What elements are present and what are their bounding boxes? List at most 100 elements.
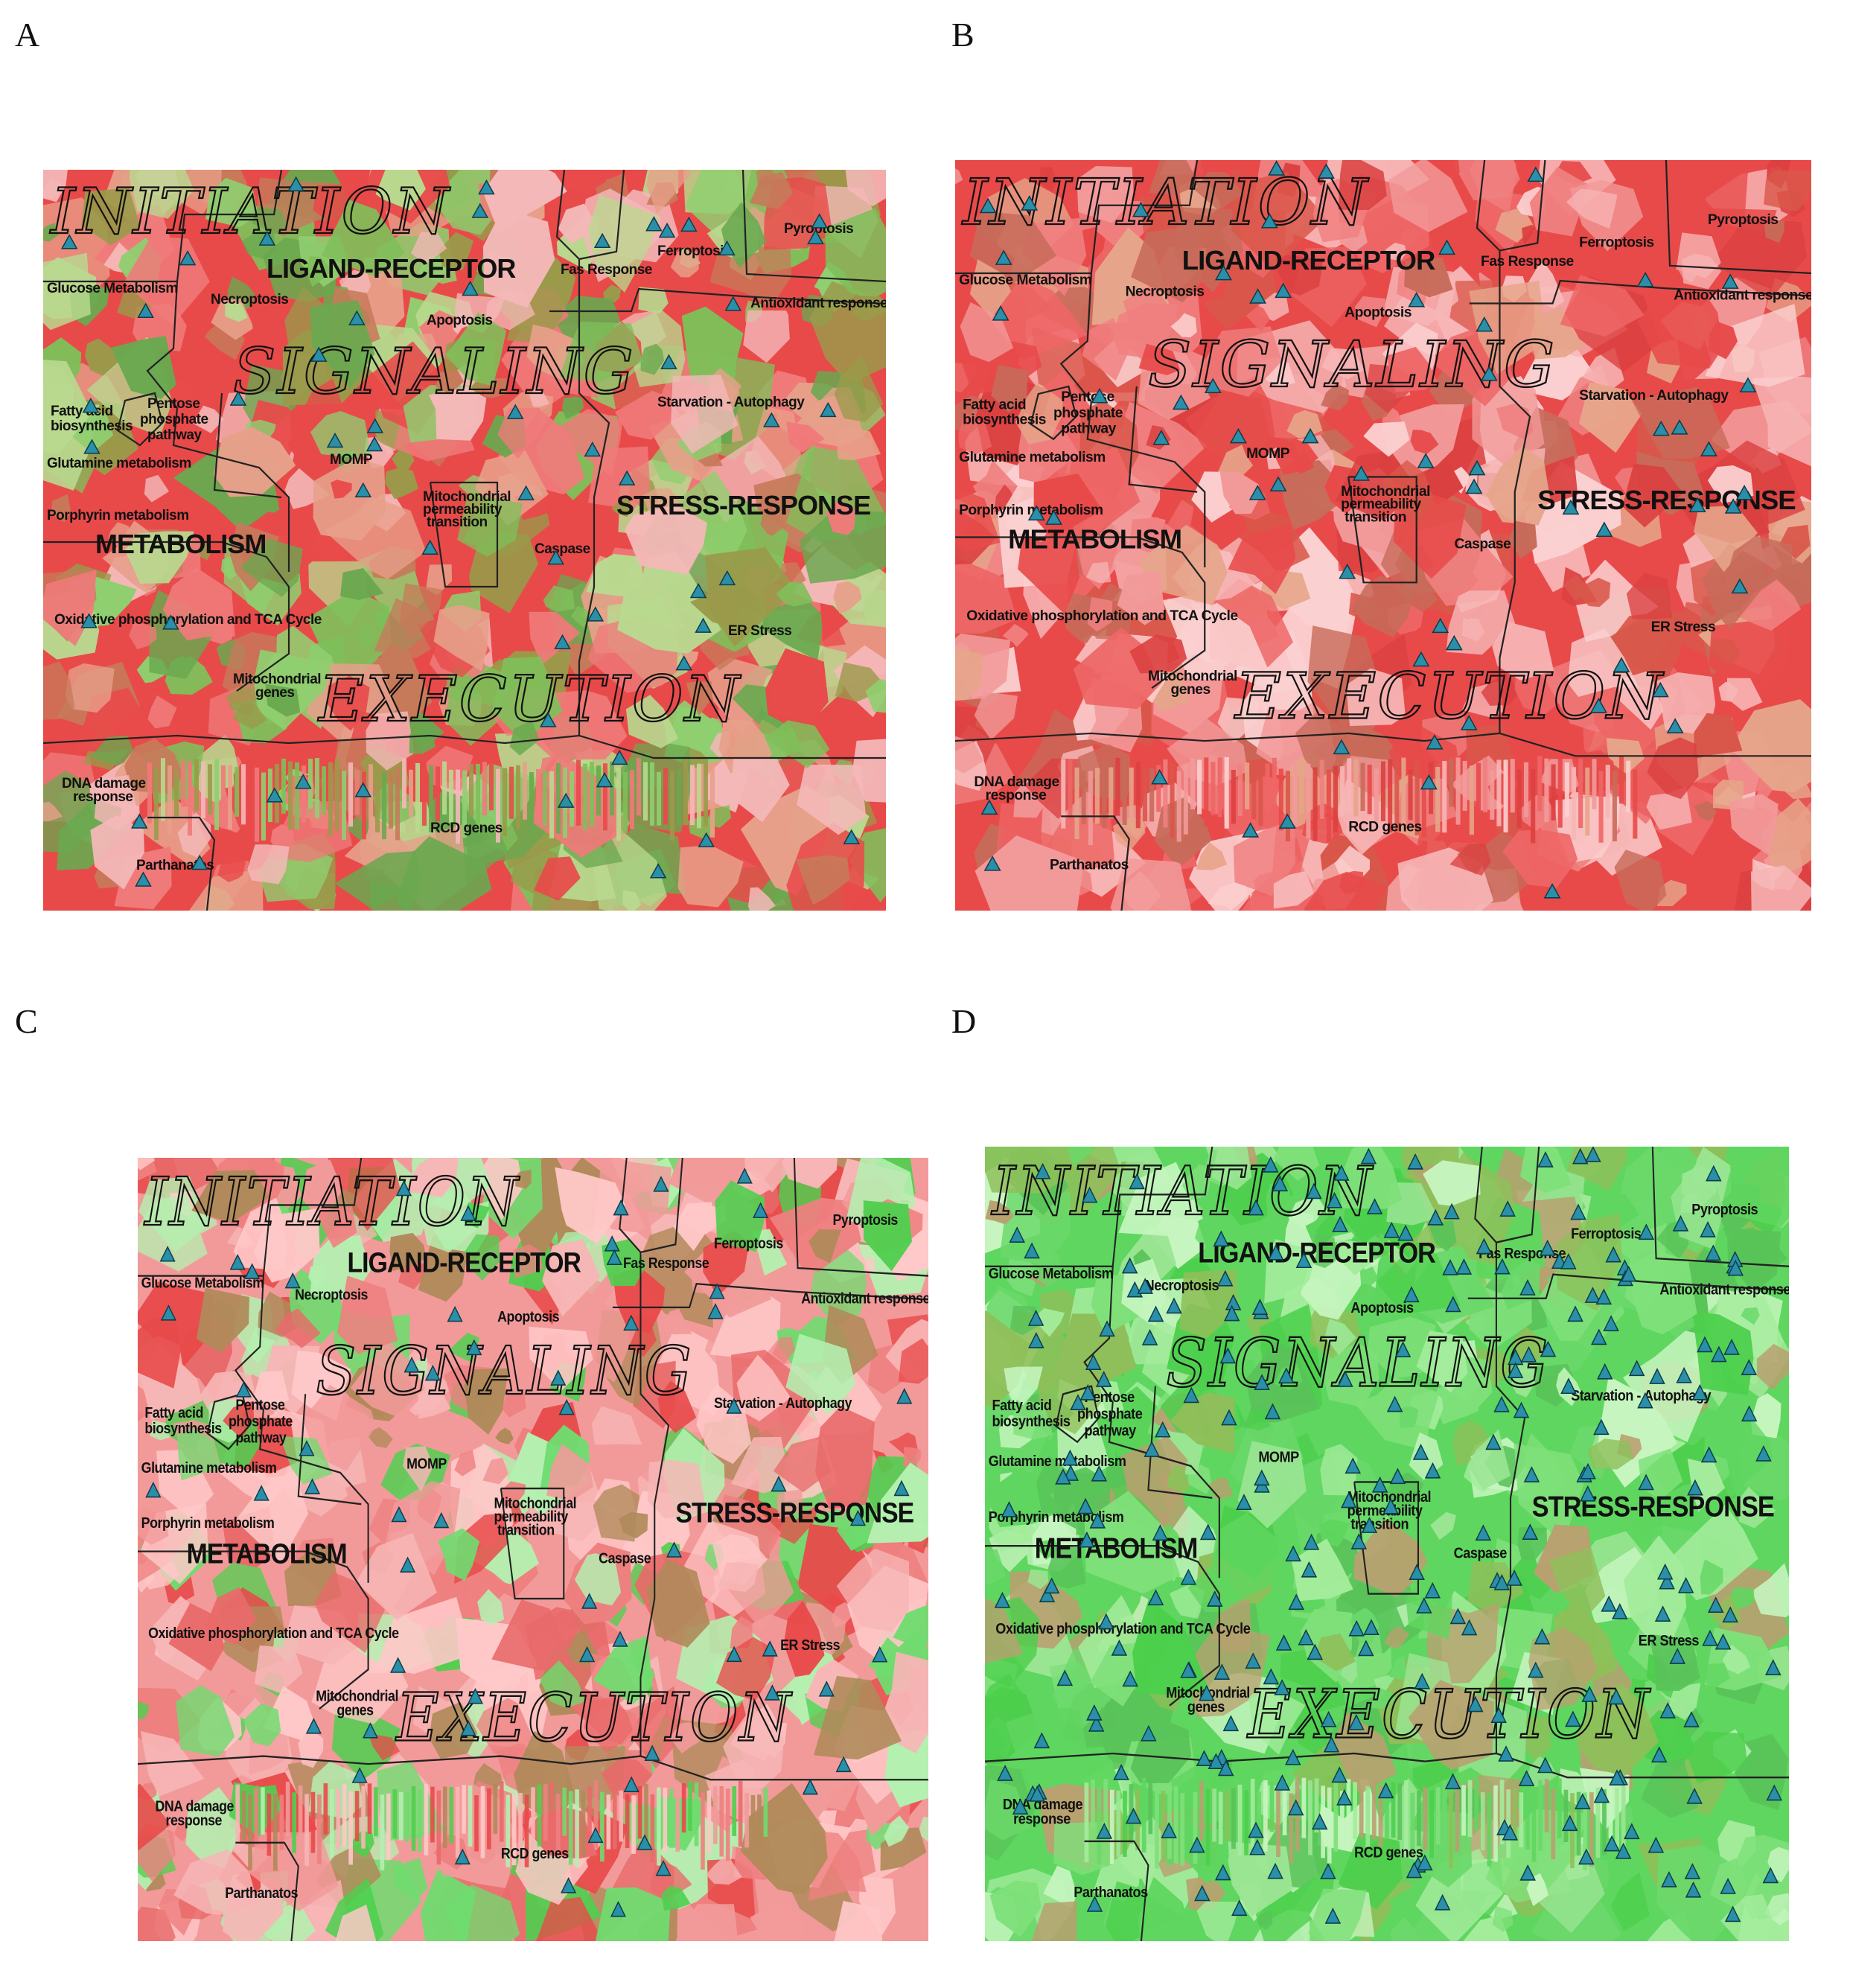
- gene-marker: [1091, 387, 1109, 404]
- gene-marker: [1268, 160, 1286, 176]
- gene-marker: [1268, 1243, 1284, 1261]
- pathway-label: genes: [1171, 682, 1211, 698]
- pathway-label: Oxidative phosphorylation and TCA Cycle: [54, 612, 322, 628]
- gene-marker: [680, 216, 698, 232]
- gene-marker: [1595, 521, 1613, 537]
- gene-marker: [1285, 1748, 1301, 1765]
- pathway-label: Fas Response: [561, 262, 652, 278]
- gene-marker: [80, 613, 98, 628]
- gene-marker: [447, 1305, 463, 1322]
- gene-marker: [1659, 1702, 1676, 1718]
- rcd-map-panel-d: INITIATION SIGNALING EXECUTION LIGAND-RECEP…: [985, 1147, 1789, 1941]
- gene-marker: [1595, 1288, 1613, 1305]
- region-label: STRESS-RESPONSE: [675, 1497, 913, 1529]
- map-overlay: INITIATIONSIGNALINGEXECUTIONLIGAND-RECEP…: [955, 160, 1811, 911]
- gene-marker: [1215, 264, 1232, 281]
- gene-marker: [1697, 1336, 1713, 1353]
- region-label: STRESS-RESPONSE: [1532, 1491, 1774, 1523]
- gene-marker: [1213, 1230, 1230, 1247]
- gene-marker: [1267, 1862, 1283, 1879]
- gene-marker: [613, 1199, 629, 1216]
- pathway-label: Fas Response: [1481, 254, 1575, 270]
- gene-marker: [145, 1481, 162, 1498]
- gene-marker: [1263, 1156, 1279, 1173]
- gene-marker: [1506, 1570, 1522, 1586]
- gene-marker: [1407, 1153, 1423, 1170]
- gene-marker: [718, 240, 736, 256]
- gene-marker: [1079, 1531, 1095, 1548]
- gene-marker: [593, 232, 611, 249]
- gene-marker: [1236, 1494, 1252, 1511]
- gene-marker: [1027, 1310, 1044, 1326]
- map-region-border: [549, 287, 886, 313]
- big-region-label: SIGNALING: [233, 335, 635, 408]
- gene-marker: [1528, 1661, 1544, 1678]
- pathway-label: Caspase: [1454, 1545, 1508, 1561]
- gene-marker: [1056, 1669, 1074, 1686]
- gene-marker: [1397, 1224, 1414, 1241]
- gene-marker: [1467, 1695, 1484, 1713]
- pathway-label: Starvation - Autophagy: [1571, 1388, 1712, 1404]
- gene-marker: [1727, 1259, 1744, 1276]
- gene-marker: [1494, 1258, 1511, 1275]
- gene-marker: [454, 1848, 471, 1865]
- gene-marker: [1409, 1564, 1425, 1581]
- gene-marker: [1077, 1497, 1094, 1514]
- gene-marker: [1739, 377, 1757, 393]
- map-overlay: INITIATIONSIGNALINGEXECUTIONLIGAND-RECEP…: [43, 170, 886, 911]
- pathway-label: pathway: [147, 427, 202, 443]
- pathway-label: Ferroptosis: [1579, 235, 1654, 251]
- gene-marker: [506, 404, 524, 419]
- gene-marker: [872, 1645, 888, 1663]
- gene-marker: [1028, 1331, 1044, 1348]
- gene-marker: [1638, 1474, 1654, 1491]
- gene-marker: [698, 832, 715, 847]
- pathway-label: transition: [427, 514, 488, 530]
- gene-marker: [1686, 1788, 1703, 1804]
- gene-marker: [1095, 1371, 1112, 1387]
- map-region-border: [555, 170, 625, 261]
- pathway-label: Mitochondrial: [316, 1689, 398, 1705]
- gene-marker: [707, 1303, 724, 1319]
- gene-marker: [460, 1205, 476, 1221]
- pathway-label: phosphate: [1053, 405, 1123, 421]
- pathway-label: response: [1013, 1811, 1071, 1827]
- gene-marker: [1141, 1329, 1158, 1345]
- gene-marker: [1154, 1421, 1171, 1438]
- gene-marker: [1045, 509, 1062, 525]
- gene-marker: [1161, 1822, 1177, 1838]
- pathway-label: Apoptosis: [497, 1309, 559, 1325]
- gene-marker: [1766, 1784, 1782, 1801]
- pathway-label: pathway: [1061, 421, 1116, 437]
- panel-letter-a: A: [15, 16, 40, 54]
- gene-marker: [517, 485, 535, 500]
- gene-marker: [587, 1826, 604, 1844]
- pathway-label: phosphate: [229, 1414, 293, 1430]
- gene-marker: [618, 470, 636, 485]
- gene-marker: [1341, 1491, 1357, 1508]
- pathway-label: response: [73, 789, 133, 805]
- gene-marker: [726, 1645, 742, 1663]
- gene-marker: [354, 782, 372, 797]
- map-region-border: [1059, 273, 1206, 568]
- gene-marker: [1141, 1724, 1157, 1742]
- gene-marker: [1152, 430, 1170, 445]
- gene-marker: [1493, 1573, 1511, 1590]
- gene-marker: [1275, 1634, 1292, 1651]
- gene-marker: [1637, 1392, 1653, 1409]
- gene-marker: [1039, 1586, 1056, 1602]
- gene-marker: [1274, 1678, 1290, 1695]
- gene-marker: [1088, 1715, 1105, 1732]
- gene-marker: [1609, 1769, 1625, 1785]
- gene-marker: [1225, 1293, 1242, 1310]
- gene-marker: [1507, 1362, 1524, 1379]
- pathway-label: MOMP: [330, 452, 373, 468]
- pathway-label: biosynthesis: [992, 1413, 1071, 1430]
- pathway-label: Porphyrin metabolism: [959, 503, 1103, 518]
- gene-marker: [1001, 1501, 1018, 1517]
- gene-marker: [1764, 1659, 1782, 1675]
- gene-marker: [1287, 1799, 1304, 1816]
- gene-marker: [1382, 1497, 1399, 1514]
- gene-marker: [558, 1398, 575, 1415]
- gene-marker: [802, 1778, 818, 1795]
